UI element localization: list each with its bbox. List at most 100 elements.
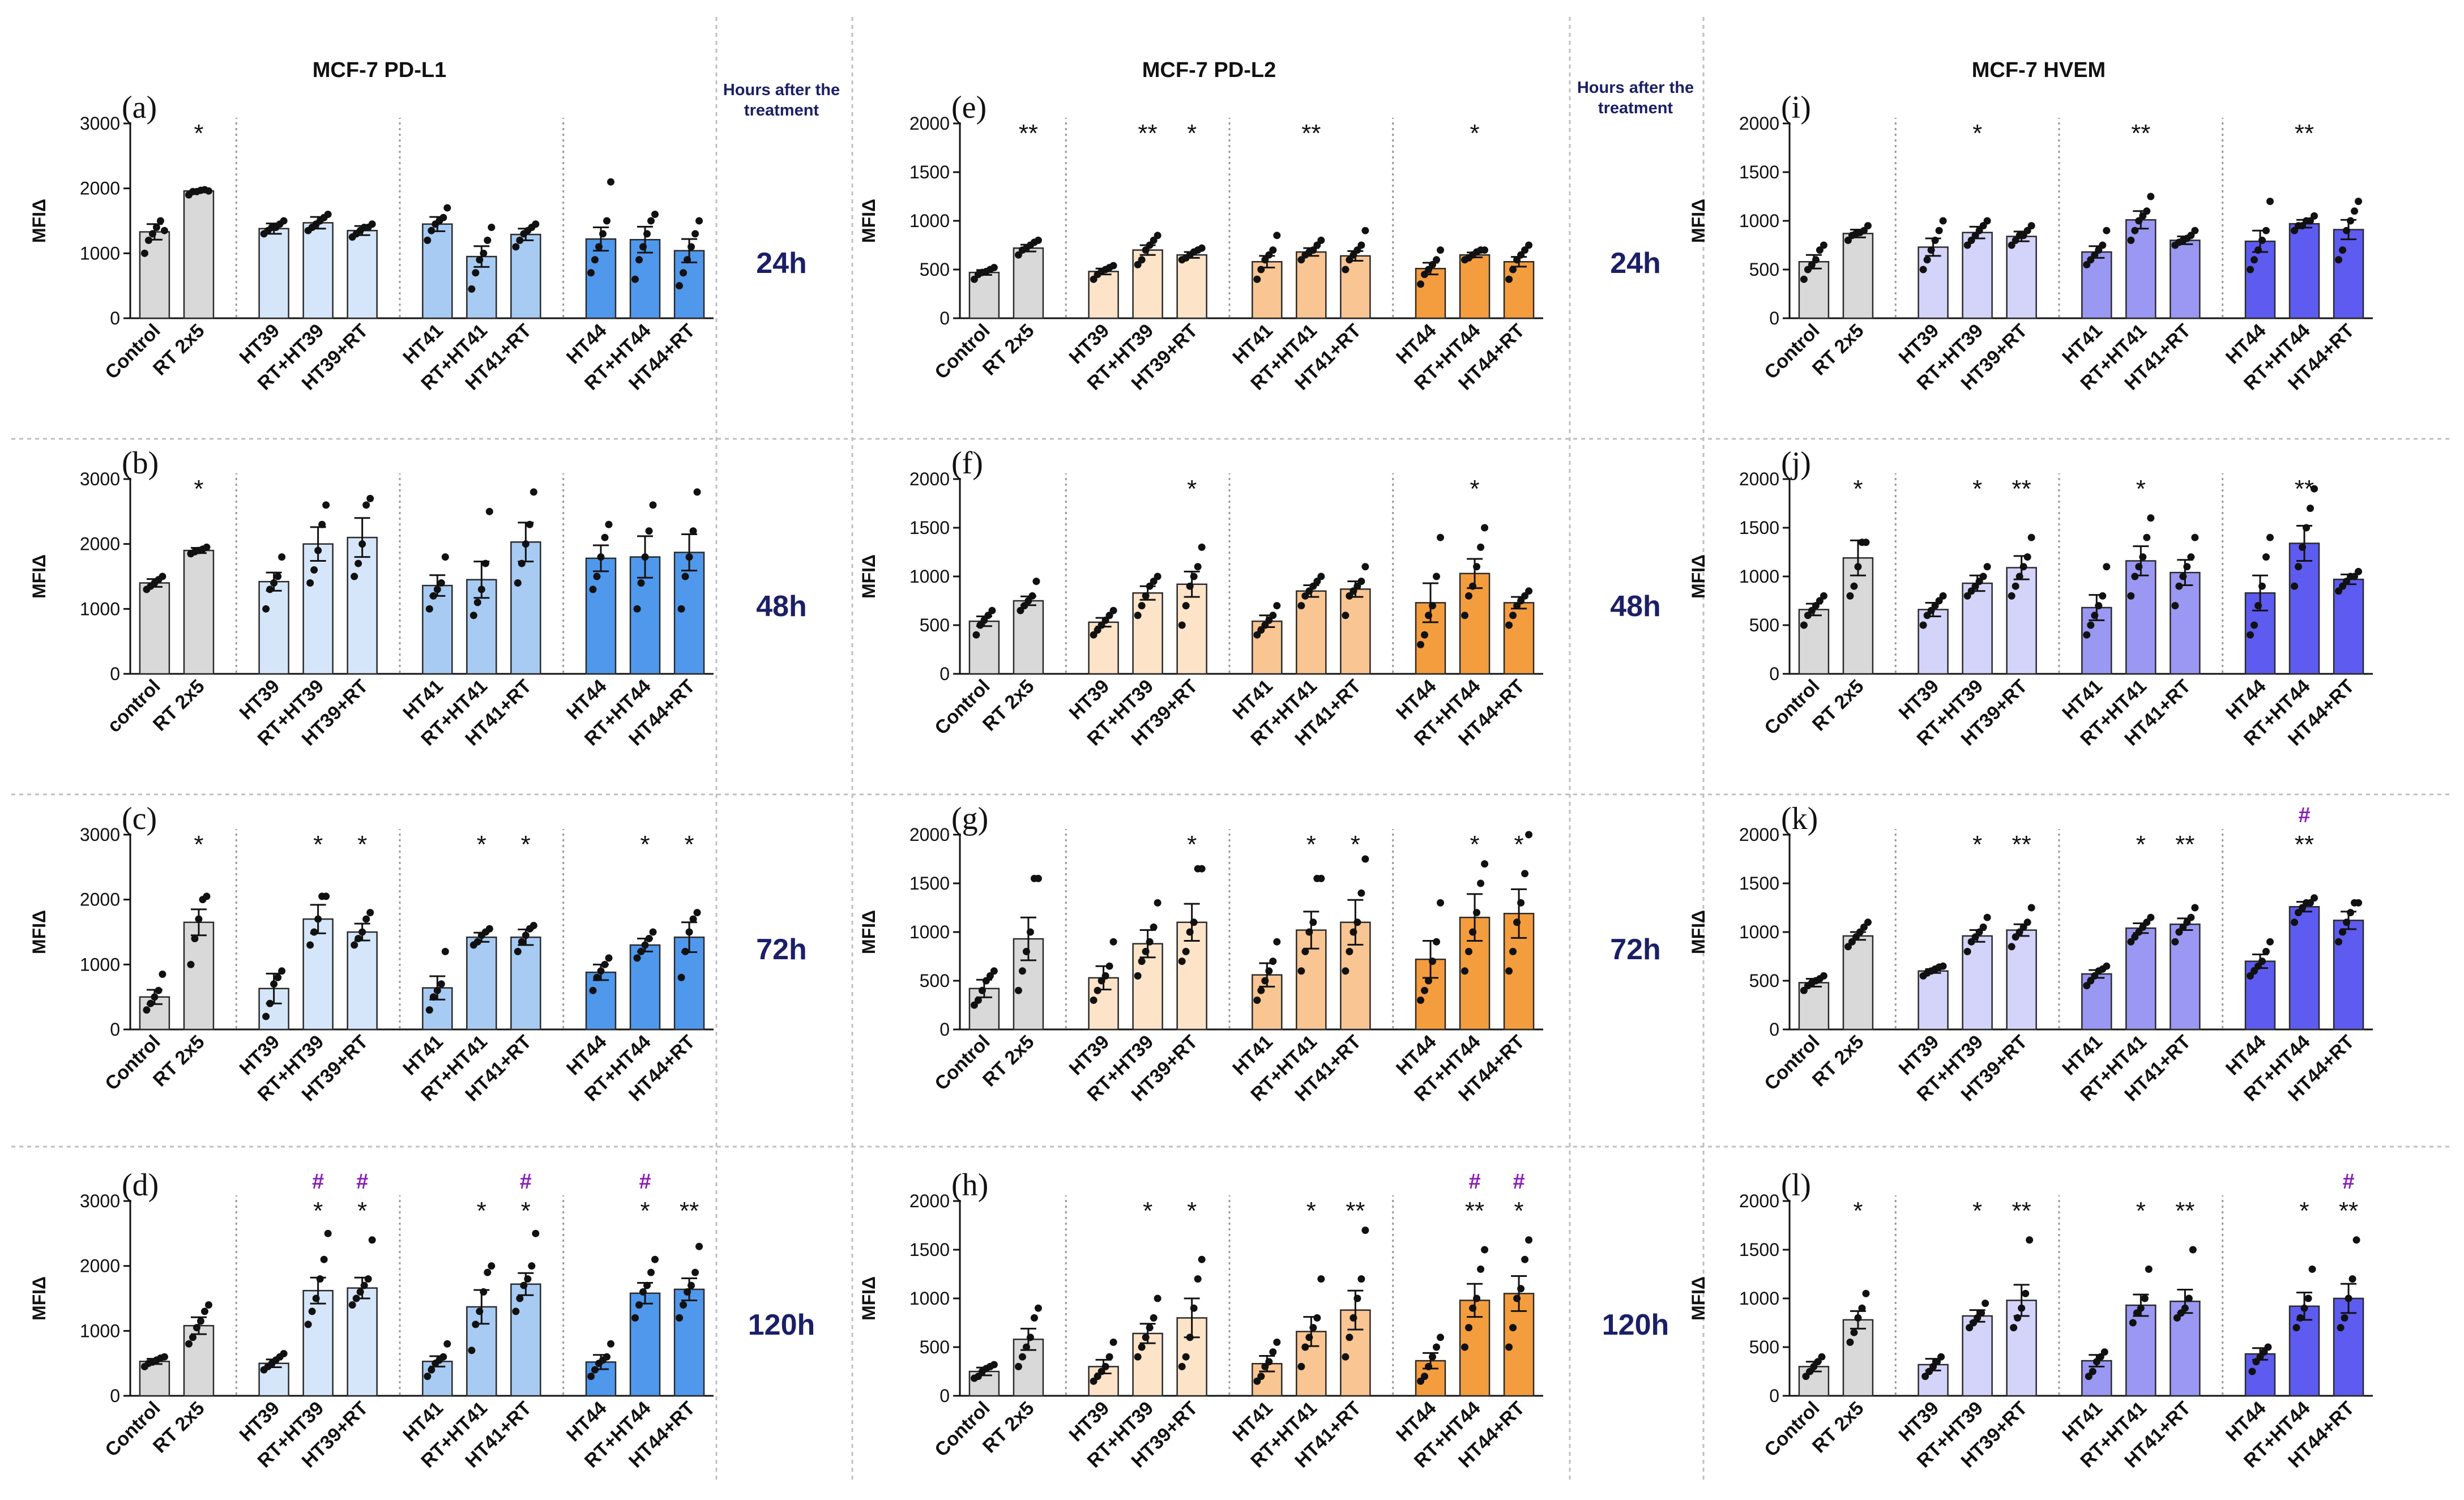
data-point <box>2171 602 2179 610</box>
data-point <box>970 1001 978 1009</box>
data-point <box>1971 232 1979 240</box>
data-point <box>1146 938 1154 946</box>
data-point <box>1481 246 1489 254</box>
data-point <box>488 223 496 231</box>
data-point <box>1850 582 1858 590</box>
data-point <box>1134 972 1142 980</box>
data-point <box>2299 904 2307 912</box>
data-point <box>599 230 607 238</box>
data-point <box>2018 1304 2026 1312</box>
data-point <box>1852 933 1860 941</box>
data-point <box>1146 582 1154 590</box>
data-point <box>1032 578 1040 586</box>
bar <box>347 229 378 319</box>
data-point <box>2173 1314 2181 1322</box>
data-point <box>2023 553 2031 561</box>
data-point <box>443 204 451 212</box>
data-point <box>676 1314 684 1322</box>
significance-marker: * <box>357 1197 367 1225</box>
data-point <box>1257 986 1265 994</box>
data-point <box>1101 972 1109 980</box>
significance-marker: * <box>2136 831 2146 858</box>
data-point <box>1939 592 1947 600</box>
data-point <box>1509 612 1517 619</box>
significance-marker: ** <box>2295 475 2314 503</box>
data-point <box>1190 1304 1198 1312</box>
data-point <box>314 546 322 554</box>
data-point <box>485 507 493 515</box>
data-point <box>2191 227 2199 234</box>
significance-marker: ** <box>1019 119 1038 147</box>
data-point <box>1342 1353 1350 1361</box>
y-tick-label: 0 <box>1769 1019 1779 1040</box>
y-tick-label: 1000 <box>909 922 950 942</box>
data-point <box>1810 1362 1818 1370</box>
data-point <box>2291 227 2299 234</box>
data-point <box>1844 943 1852 951</box>
data-point <box>603 217 611 225</box>
data-point <box>368 1236 376 1244</box>
data-point <box>1357 241 1365 249</box>
data-point <box>1182 602 1190 610</box>
data-point <box>1481 1246 1489 1254</box>
data-point <box>2095 246 2103 254</box>
data-point <box>1253 631 1261 639</box>
data-point <box>990 1361 998 1369</box>
data-point <box>1931 602 1939 610</box>
data-point <box>1297 967 1305 975</box>
data-point <box>1481 524 1489 532</box>
y-tick-label: 1000 <box>80 1320 120 1341</box>
y-axis-label: MFIΔ <box>29 199 49 243</box>
data-point <box>1317 236 1325 244</box>
x-tick-label: Control <box>930 1031 994 1095</box>
data-point <box>156 217 164 225</box>
data-point <box>2026 1236 2034 1244</box>
bar <box>2244 960 2276 1031</box>
panel-letter: (g) <box>951 801 988 836</box>
data-point <box>529 922 537 930</box>
data-point <box>1305 587 1313 595</box>
data-point <box>360 1281 368 1289</box>
y-axis-label: MFIΔ <box>29 1276 49 1320</box>
data-point <box>1265 251 1273 259</box>
bar <box>1132 592 1163 675</box>
data-point <box>2087 256 2095 264</box>
data-point <box>1816 246 1824 254</box>
data-point <box>2311 894 2318 902</box>
data-point <box>1425 612 1433 619</box>
data-point <box>2175 928 2183 936</box>
data-point <box>1421 1373 1429 1381</box>
data-point <box>2103 227 2111 234</box>
data-point <box>1856 928 1864 936</box>
data-point <box>1844 236 1852 244</box>
data-point <box>1094 986 1101 994</box>
y-tick-label: 3000 <box>80 1191 120 1211</box>
data-point <box>589 586 597 593</box>
data-point <box>2091 972 2099 980</box>
data-point <box>1971 933 1979 941</box>
data-point <box>516 1294 524 1302</box>
data-point <box>1800 621 1808 629</box>
hours-header-line1-left: Hours after the <box>723 81 840 99</box>
data-point <box>1142 1334 1150 1341</box>
data-point <box>681 947 689 955</box>
data-point <box>689 915 697 923</box>
data-point <box>1090 275 1098 283</box>
bar <box>347 536 378 675</box>
data-point <box>593 572 601 580</box>
y-tick-label: 500 <box>920 615 950 635</box>
data-point <box>1154 899 1161 907</box>
data-point <box>2339 928 2347 936</box>
data-point <box>1860 923 1868 931</box>
data-point <box>687 1281 695 1289</box>
significance-marker: * <box>2299 1197 2309 1225</box>
data-point <box>274 973 282 981</box>
significance-marker: ** <box>1346 1197 1365 1225</box>
significance-marker: * <box>1187 831 1197 858</box>
significance-marker: ** <box>2012 1197 2031 1225</box>
bar <box>466 936 497 1031</box>
y-axis-label: MFIΔ <box>1688 199 1709 243</box>
hours-header-line1-right: Hours after the <box>1577 79 1694 97</box>
data-point <box>2175 582 2183 590</box>
